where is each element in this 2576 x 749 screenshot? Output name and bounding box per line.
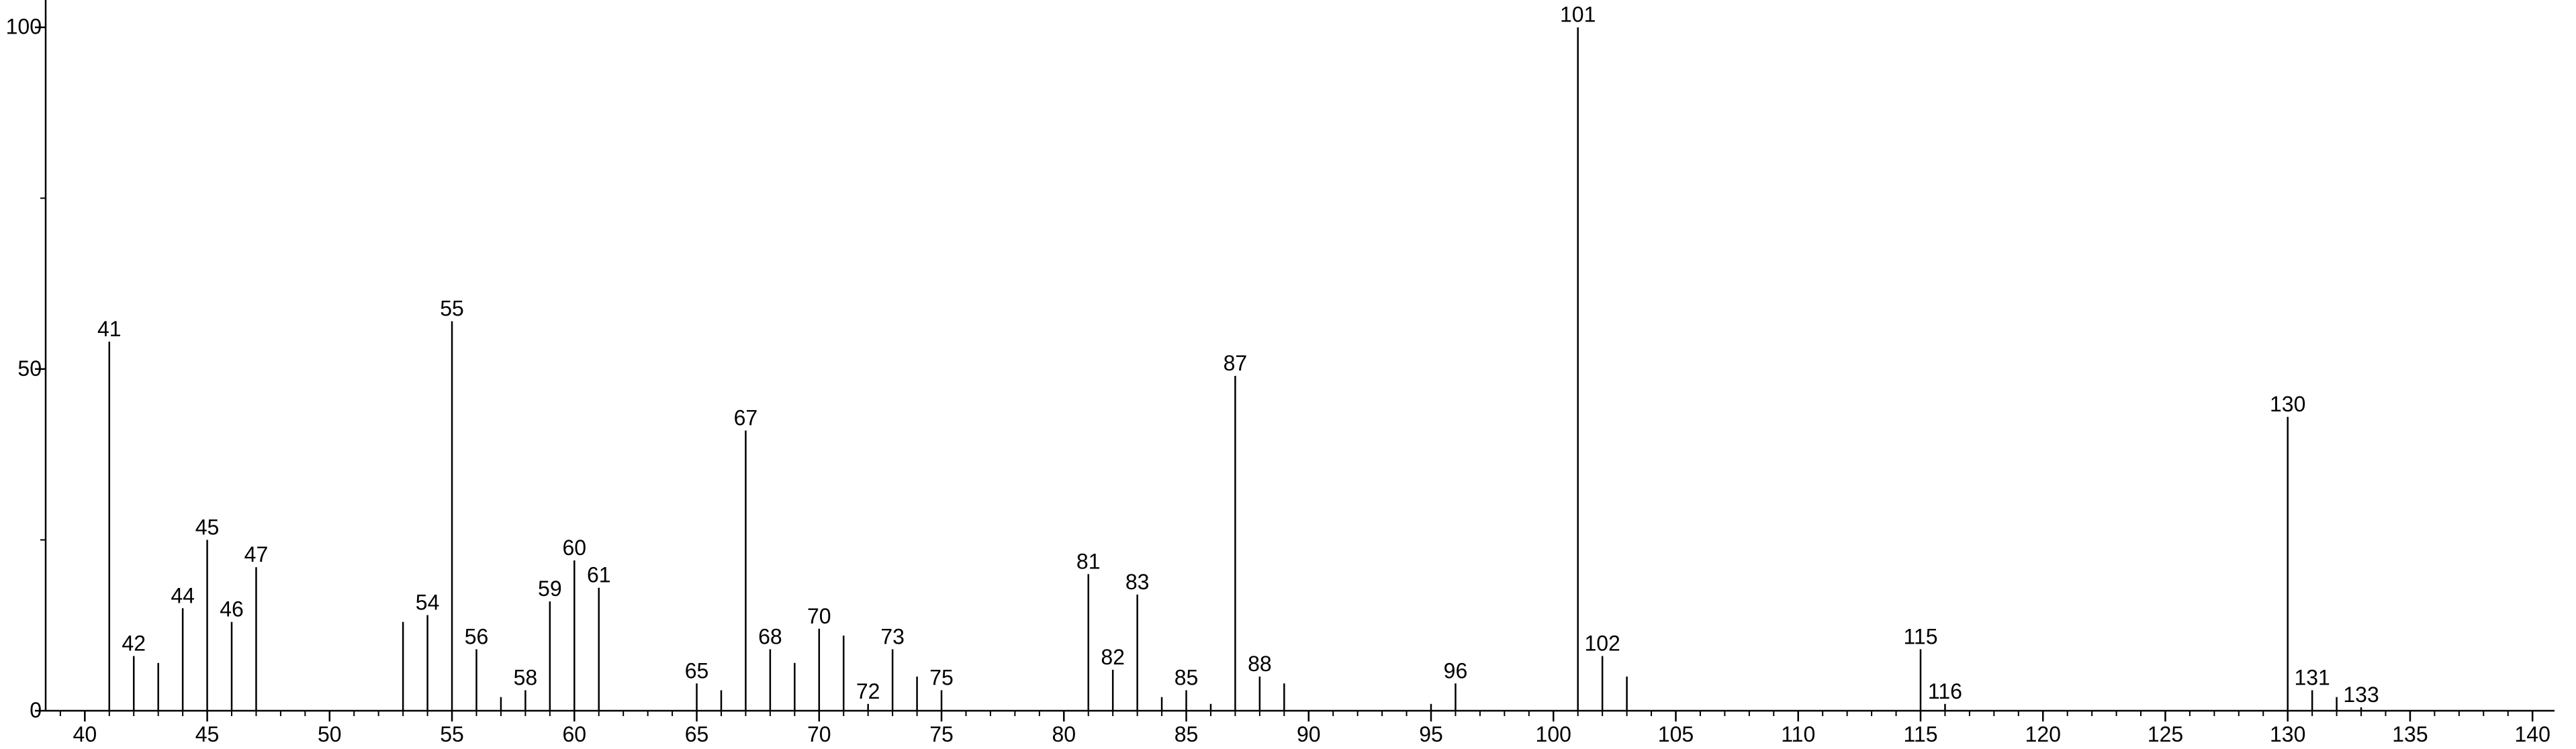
peak-label: 115 xyxy=(1903,624,1937,648)
x-tick-label: 95 xyxy=(1419,722,1443,746)
peak-label: 72 xyxy=(856,679,880,703)
peak-label: 65 xyxy=(685,658,709,683)
x-tick-label: 105 xyxy=(1658,722,1694,746)
peak-label: 101 xyxy=(1560,3,1596,27)
x-tick-label: 110 xyxy=(1781,722,1815,746)
x-tick-label: 115 xyxy=(1903,722,1937,746)
x-tick-label: 70 xyxy=(807,722,831,746)
peak-label: 96 xyxy=(1444,658,1468,683)
peak-label: 41 xyxy=(97,317,122,341)
y-tick-label: 100 xyxy=(6,15,42,39)
x-tick-label: 85 xyxy=(1175,722,1199,746)
peak-label: 131 xyxy=(2294,665,2330,689)
x-tick-label: 50 xyxy=(318,722,342,746)
peak-label: 70 xyxy=(807,604,831,628)
peak-label: 75 xyxy=(929,665,954,689)
peak-label: 67 xyxy=(734,406,758,430)
peak-label: 55 xyxy=(440,297,464,321)
peak-label: 116 xyxy=(1928,679,1962,703)
x-tick-label: 45 xyxy=(195,722,220,746)
x-tick-label: 140 xyxy=(2515,722,2550,746)
peak-label: 73 xyxy=(880,624,905,648)
peak-label: 58 xyxy=(514,665,538,689)
x-tick-label: 40 xyxy=(73,722,97,746)
x-tick-label: 135 xyxy=(2392,722,2428,746)
peak-label: 59 xyxy=(538,577,562,601)
peak-label: 61 xyxy=(587,563,611,587)
x-tick-label: 55 xyxy=(440,722,464,746)
peak-label: 56 xyxy=(465,624,489,648)
peak-label: 42 xyxy=(122,632,146,656)
peak-label: 83 xyxy=(1125,570,1150,594)
x-tick-label: 60 xyxy=(562,722,586,746)
y-tick-label: 50 xyxy=(17,356,42,381)
x-tick-label: 90 xyxy=(1297,722,1321,746)
peak-label: 102 xyxy=(1584,632,1620,656)
x-tick-label: 80 xyxy=(1052,722,1076,746)
peak-label: 81 xyxy=(1076,549,1101,573)
peak-label: 54 xyxy=(416,590,440,614)
peak-label: 60 xyxy=(562,536,586,560)
peak-label: 82 xyxy=(1101,645,1125,669)
peak-label: 68 xyxy=(758,624,782,648)
peak-label: 130 xyxy=(2270,392,2305,416)
x-tick-label: 75 xyxy=(929,722,954,746)
peak-label: 46 xyxy=(220,597,244,621)
x-tick-label: 120 xyxy=(2025,722,2061,746)
peak-label: 47 xyxy=(244,542,269,566)
y-tick-label: 0 xyxy=(30,698,42,722)
peak-label: 44 xyxy=(171,583,195,607)
x-tick-label: 130 xyxy=(2270,722,2305,746)
x-tick-label: 125 xyxy=(2148,722,2183,746)
peak-label: 45 xyxy=(195,515,220,539)
peak-label: 133 xyxy=(2343,683,2379,707)
x-tick-label: 65 xyxy=(685,722,709,746)
peak-label: 85 xyxy=(1175,665,1199,689)
peak-label: 88 xyxy=(1248,652,1272,676)
peak-label: 87 xyxy=(1224,351,1248,375)
x-tick-label: 100 xyxy=(1536,722,1571,746)
